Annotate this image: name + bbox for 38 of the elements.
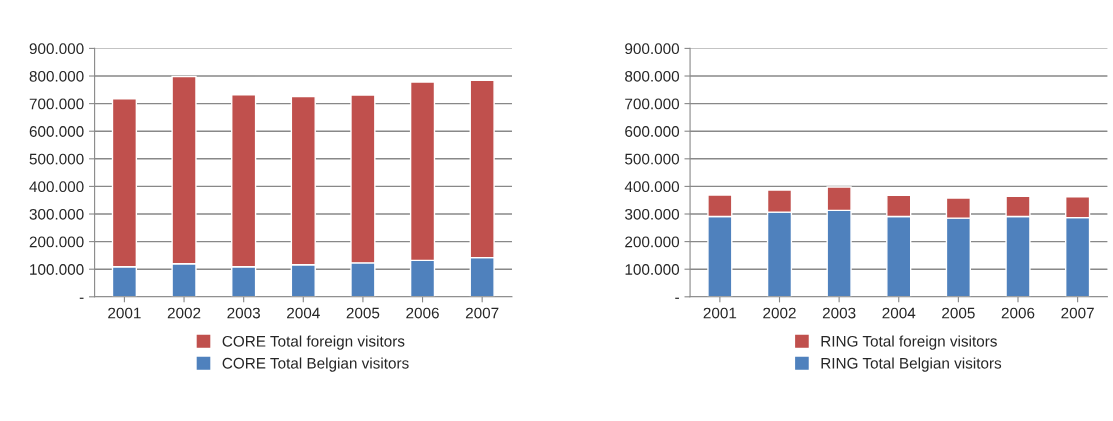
legend-label: CORE Total Belgian visitors: [222, 357, 409, 372]
x-tick-label: 2007: [465, 307, 499, 319]
x-tick-label: 2002: [167, 307, 201, 319]
x-tick-label: 2005: [346, 307, 380, 319]
x-tick-label: 2002: [763, 307, 796, 319]
x-tick-label: 2001: [703, 307, 737, 319]
y-tick-label: 200.000: [29, 236, 84, 248]
y-tick-label: 600.000: [625, 126, 680, 137]
y-tick-label: 300.000: [625, 208, 680, 220]
y-tick-label: -: [79, 297, 84, 299]
y-tick-label: 400.000: [624, 181, 680, 193]
x-tick-label: 2004: [882, 307, 916, 319]
x-tick-label: 2005: [942, 307, 975, 319]
x-tick-label: 2006: [1001, 307, 1035, 319]
y-tick-label: 800.000: [29, 70, 84, 82]
legend-label: RING Total foreign visitors: [821, 335, 997, 350]
y-tick-label: 100.000: [625, 264, 680, 275]
y-tick-label: 700.000: [29, 98, 84, 110]
y-tick-label: 900.000: [29, 43, 84, 55]
y-tick-label: 400.000: [29, 181, 84, 193]
y-tick-label: -: [675, 297, 679, 299]
y-tick-label: 900.000: [625, 43, 680, 55]
y-tick-label: 500.000: [625, 153, 680, 165]
y-tick-label: 300.000: [29, 208, 84, 220]
y-tick-label: 200.000: [625, 236, 680, 248]
x-tick-label: 2004: [287, 307, 320, 319]
x-tick-label: 2001: [108, 307, 141, 319]
y-tick-label: 100.000: [30, 264, 84, 275]
legend-label: CORE Total foreign visitors: [222, 335, 405, 350]
x-tick-label: 2003: [227, 307, 260, 319]
x-tick-label: 2006: [406, 307, 439, 319]
x-tick-label: 2007: [1061, 307, 1094, 319]
y-tick-label: 800.000: [625, 70, 680, 82]
y-tick-label: 500.000: [29, 153, 84, 165]
y-tick-label: 600.000: [29, 126, 84, 137]
legend-label: RING Total Belgian visitors: [821, 357, 1002, 372]
x-tick-label: 2003: [822, 307, 856, 319]
y-tick-label: 700.000: [625, 98, 680, 110]
